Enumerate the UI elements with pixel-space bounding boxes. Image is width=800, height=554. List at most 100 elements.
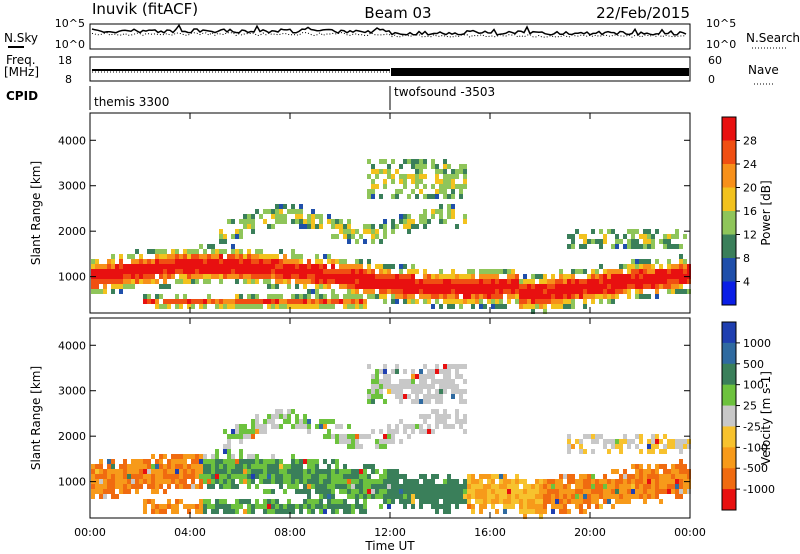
heatmap-cell xyxy=(263,459,267,464)
heatmap-cell xyxy=(283,214,287,219)
heatmap-cell xyxy=(331,269,335,274)
heatmap-cell xyxy=(155,484,159,489)
heatmap-cell xyxy=(571,304,575,309)
heatmap-cell xyxy=(335,434,339,439)
heatmap-cell xyxy=(219,249,223,254)
heatmap-cell xyxy=(407,274,411,279)
heatmap-cell xyxy=(551,479,555,484)
heatmap-cell xyxy=(407,434,411,439)
heatmap-cell xyxy=(491,299,495,304)
heatmap-cell xyxy=(235,304,239,309)
heatmap-cell xyxy=(303,279,307,284)
heatmap-cell xyxy=(415,484,419,489)
heatmap-cell xyxy=(207,264,211,269)
heatmap-cell xyxy=(395,224,399,229)
heatmap-cell xyxy=(215,259,219,264)
heatmap-cell xyxy=(439,179,443,184)
heatmap-cell xyxy=(343,294,347,299)
heatmap-cell xyxy=(271,274,275,279)
heatmap-cell xyxy=(267,504,271,509)
heatmap-cell xyxy=(267,269,271,274)
heatmap-cell xyxy=(595,434,599,439)
heatmap-cell xyxy=(347,469,351,474)
heatmap-cell xyxy=(243,469,247,474)
heatmap-cell xyxy=(351,269,355,274)
heatmap-cell xyxy=(423,474,427,479)
heatmap-cell xyxy=(111,264,115,269)
heatmap-cell xyxy=(139,474,143,479)
heatmap-cell xyxy=(627,484,631,489)
heatmap-cell xyxy=(511,284,515,289)
heatmap-cell xyxy=(375,169,379,174)
heatmap-cell xyxy=(415,284,419,289)
heatmap-cell xyxy=(387,284,391,289)
heatmap-cell xyxy=(435,494,439,499)
heatmap-cell xyxy=(339,284,343,289)
xtick-label: 20:00 xyxy=(574,526,606,539)
heatmap-cell xyxy=(283,264,287,269)
heatmap-cell xyxy=(571,479,575,484)
heatmap-cell xyxy=(451,394,455,399)
heatmap-cell xyxy=(179,474,183,479)
heatmap-cell xyxy=(163,509,167,514)
heatmap-cell xyxy=(455,409,459,414)
heatmap-cell xyxy=(659,279,663,284)
heatmap-cell xyxy=(639,264,643,269)
heatmap-cell xyxy=(335,474,339,479)
heatmap-cell xyxy=(623,264,627,269)
heatmap-cell xyxy=(603,274,607,279)
heatmap-cell xyxy=(327,474,331,479)
heatmap-cell xyxy=(319,224,323,229)
heatmap-cell xyxy=(251,269,255,274)
heatmap-cell xyxy=(459,284,463,289)
heatmap-cell xyxy=(447,304,451,309)
heatmap-cell xyxy=(663,279,667,284)
heatmap-cell xyxy=(403,429,407,434)
heatmap-cell xyxy=(163,259,167,264)
heatmap-cell xyxy=(399,399,403,404)
heatmap-cell xyxy=(627,474,631,479)
heatmap-cell xyxy=(651,444,655,449)
heatmap-cell xyxy=(511,484,515,489)
heatmap-cell xyxy=(283,254,287,259)
heatmap-cell xyxy=(571,269,575,274)
heatmap-cell xyxy=(607,489,611,494)
heatmap-cell xyxy=(383,379,387,384)
heatmap-cell xyxy=(339,504,343,509)
heatmap-cell xyxy=(535,504,539,509)
heatmap-cell xyxy=(271,294,275,299)
heatmap-cell xyxy=(627,274,631,279)
heatmap-cell xyxy=(347,494,351,499)
heatmap-cell xyxy=(543,304,547,309)
heatmap-cell xyxy=(271,479,275,484)
heatmap-cell xyxy=(403,369,407,374)
heatmap-cell xyxy=(299,469,303,474)
heatmap-cell xyxy=(575,279,579,284)
heatmap-cell xyxy=(575,229,579,234)
heatmap-cell xyxy=(603,269,607,274)
heatmap-cell xyxy=(447,479,451,484)
heatmap-cell xyxy=(267,294,271,299)
heatmap-cell xyxy=(475,489,479,494)
heatmap-cell xyxy=(375,494,379,499)
heatmap-cell xyxy=(247,504,251,509)
heatmap-cell xyxy=(259,299,263,304)
heatmap-cell xyxy=(551,304,555,309)
heatmap-cell xyxy=(163,464,167,469)
heatmap-cell xyxy=(247,499,251,504)
heatmap-cell xyxy=(223,269,227,274)
heatmap-cell xyxy=(563,279,567,284)
heatmap-cell xyxy=(383,484,387,489)
heatmap-cell xyxy=(679,439,683,444)
heatmap-cell xyxy=(267,464,271,469)
heatmap-cell xyxy=(303,274,307,279)
heatmap-cell xyxy=(415,424,419,429)
heatmap-cell xyxy=(399,289,403,294)
heatmap-cell xyxy=(459,364,463,369)
heatmap-cell xyxy=(211,264,215,269)
heatmap-cell xyxy=(587,279,591,284)
heatmap-cell xyxy=(591,279,595,284)
heatmap-cell xyxy=(375,374,379,379)
heatmap-cell xyxy=(419,489,423,494)
heatmap-cell xyxy=(455,494,459,499)
